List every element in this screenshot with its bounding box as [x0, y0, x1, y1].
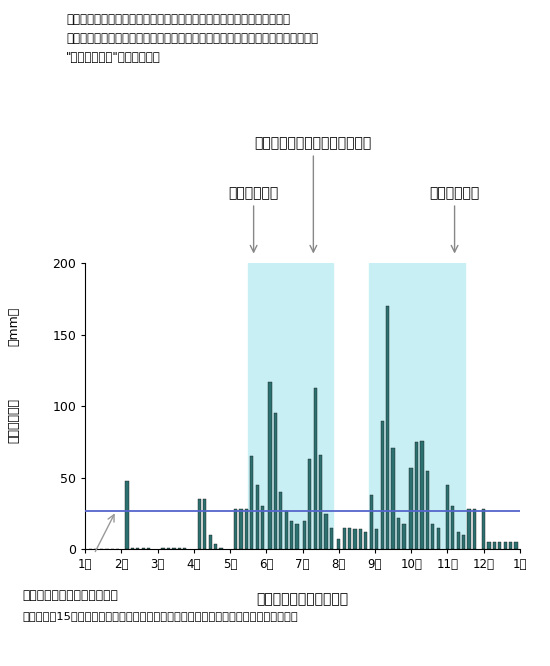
Text: （mm）: （mm）: [7, 306, 20, 346]
Bar: [284, 511, 288, 549]
Bar: [268, 382, 272, 549]
Bar: [482, 509, 485, 549]
Bar: [498, 542, 502, 549]
Text: この雨量を15日間連続で上回ったり、下回ることで雨季の始まりと終わりを判定する。: この雨量を15日間連続で上回ったり、下回ることで雨季の始まりと終わりを判定する。: [22, 611, 298, 621]
Bar: [370, 495, 373, 549]
Bar: [364, 532, 367, 549]
Bar: [208, 535, 212, 549]
Bar: [343, 528, 346, 549]
Bar: [178, 548, 181, 549]
Bar: [392, 448, 395, 549]
Bar: [147, 548, 150, 549]
Bar: [468, 509, 471, 549]
Bar: [381, 421, 384, 549]
Bar: [256, 485, 259, 549]
Bar: [239, 509, 243, 549]
Bar: [386, 306, 389, 549]
Bar: [514, 542, 518, 549]
Bar: [279, 492, 282, 549]
Bar: [397, 518, 400, 549]
Bar: [125, 481, 129, 549]
Text: 雨季の始まり: 雨季の始まり: [228, 186, 279, 200]
Bar: [214, 543, 217, 549]
Bar: [183, 548, 186, 549]
Bar: [274, 414, 277, 549]
Bar: [368, 263, 465, 549]
Bar: [504, 542, 507, 549]
Text: １年間の雨量できまる基準値: １年間の雨量できまる基準値: [22, 589, 118, 603]
Bar: [431, 523, 434, 549]
Bar: [131, 548, 134, 549]
Bar: [353, 529, 356, 549]
Bar: [319, 455, 322, 549]
Bar: [410, 468, 412, 549]
Bar: [426, 471, 429, 549]
Bar: [462, 535, 465, 549]
Bar: [487, 542, 491, 549]
Bar: [308, 460, 311, 549]
Bar: [203, 500, 206, 549]
Bar: [141, 548, 145, 549]
Bar: [314, 388, 317, 549]
Bar: [359, 529, 362, 549]
Bar: [337, 539, 340, 549]
Text: 小乾季（モンスーンブレーク）: 小乾季（モンスーンブレーク）: [255, 136, 372, 150]
Bar: [167, 548, 170, 549]
Bar: [446, 485, 449, 549]
Bar: [509, 542, 513, 549]
Bar: [162, 548, 165, 549]
Bar: [402, 523, 405, 549]
Bar: [219, 548, 223, 549]
Bar: [330, 528, 333, 549]
Bar: [348, 528, 351, 549]
Bar: [420, 441, 424, 549]
Bar: [437, 528, 440, 549]
Bar: [302, 521, 306, 549]
Bar: [473, 509, 476, 549]
Bar: [261, 506, 265, 549]
Bar: [415, 442, 418, 549]
Bar: [136, 548, 139, 549]
Bar: [245, 509, 248, 549]
Bar: [248, 263, 333, 549]
Text: 常緑林流域試験地の雨量: 常緑林流域試験地の雨量: [256, 592, 349, 607]
Text: ５日間の雨量: ５日間の雨量: [7, 398, 20, 443]
Bar: [295, 523, 299, 549]
Text: 年によっては本来雨が多いはずの雨季の間に一時的に雨が少ない時期が
発生することがあり、これを小乾季と呼ぶ。英語ではモンスーンブレイクと呼び
"雨季の中休み"を意: 年によっては本来雨が多いはずの雨季の間に一時的に雨が少ない時期が 発生することが…: [66, 13, 318, 65]
Bar: [451, 506, 454, 549]
Bar: [250, 456, 254, 549]
Bar: [197, 500, 201, 549]
Bar: [290, 521, 293, 549]
Bar: [493, 542, 496, 549]
Bar: [324, 513, 328, 549]
Bar: [234, 509, 237, 549]
Bar: [456, 532, 460, 549]
Bar: [172, 548, 175, 549]
Bar: [375, 529, 378, 549]
Text: 雨季の終わり: 雨季の終わり: [430, 186, 480, 200]
